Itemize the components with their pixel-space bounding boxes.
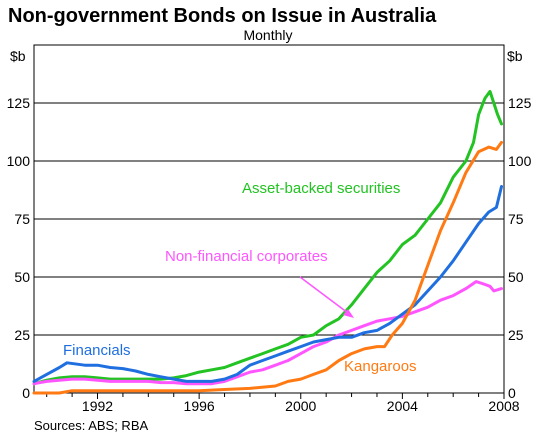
label-non-financial: Non-financial corporates bbox=[165, 248, 328, 265]
series-line-non-financial-corporates bbox=[32, 280, 503, 386]
x-tick-label: 2008 bbox=[488, 398, 519, 414]
chart-title: Non-government Bonds on Issue in Austral… bbox=[8, 5, 437, 27]
series-lines bbox=[32, 89, 503, 395]
y-tick-label-left: 0 bbox=[22, 385, 30, 401]
y-tick-label-right: 0 bbox=[508, 385, 516, 401]
y-tick-label-left: 75 bbox=[14, 211, 30, 227]
y-tick-label-right: 50 bbox=[508, 269, 524, 285]
label-kangaroos: Kangaroos bbox=[344, 358, 417, 375]
source-note: Sources: ABS; RBA bbox=[34, 418, 148, 433]
y-tick-label-left: 100 bbox=[7, 153, 31, 169]
chart-subtitle: Monthly bbox=[243, 27, 292, 43]
y-tick-label-right: 25 bbox=[508, 327, 524, 343]
x-axis: 1992 1996 2000 2004 2008 bbox=[46, 393, 520, 414]
gridlines bbox=[33, 44, 505, 394]
series-line-asset-backed-securities bbox=[32, 89, 503, 386]
series-line-financials bbox=[32, 185, 503, 383]
annotation-arrow-head bbox=[343, 309, 354, 318]
y-tick-label-right: 100 bbox=[508, 153, 532, 169]
y-tick-label-left: 125 bbox=[7, 95, 31, 111]
x-tick-label: 2000 bbox=[285, 398, 316, 414]
y-tick-label-left: 50 bbox=[14, 269, 30, 285]
label-financials: Financials bbox=[63, 342, 131, 359]
x-tick-label: 2004 bbox=[387, 398, 418, 414]
x-tick-label: 1992 bbox=[82, 398, 113, 414]
y-unit-right: $b bbox=[507, 48, 523, 64]
y-tick-label-right: 75 bbox=[508, 211, 524, 227]
y-tick-label-left: 25 bbox=[14, 327, 30, 343]
x-tick-label: 1996 bbox=[184, 398, 215, 414]
label-asset-backed: Asset-backed securities bbox=[242, 180, 400, 197]
series-line-kangaroos bbox=[32, 140, 503, 395]
y-tick-label-right: 125 bbox=[508, 95, 532, 111]
annotation-arrow-line bbox=[299, 276, 353, 317]
y-axis-labels: 0 0 25 25 50 50 75 75 100 100 125 125 bbox=[7, 95, 532, 401]
y-unit-left: $b bbox=[10, 48, 26, 64]
